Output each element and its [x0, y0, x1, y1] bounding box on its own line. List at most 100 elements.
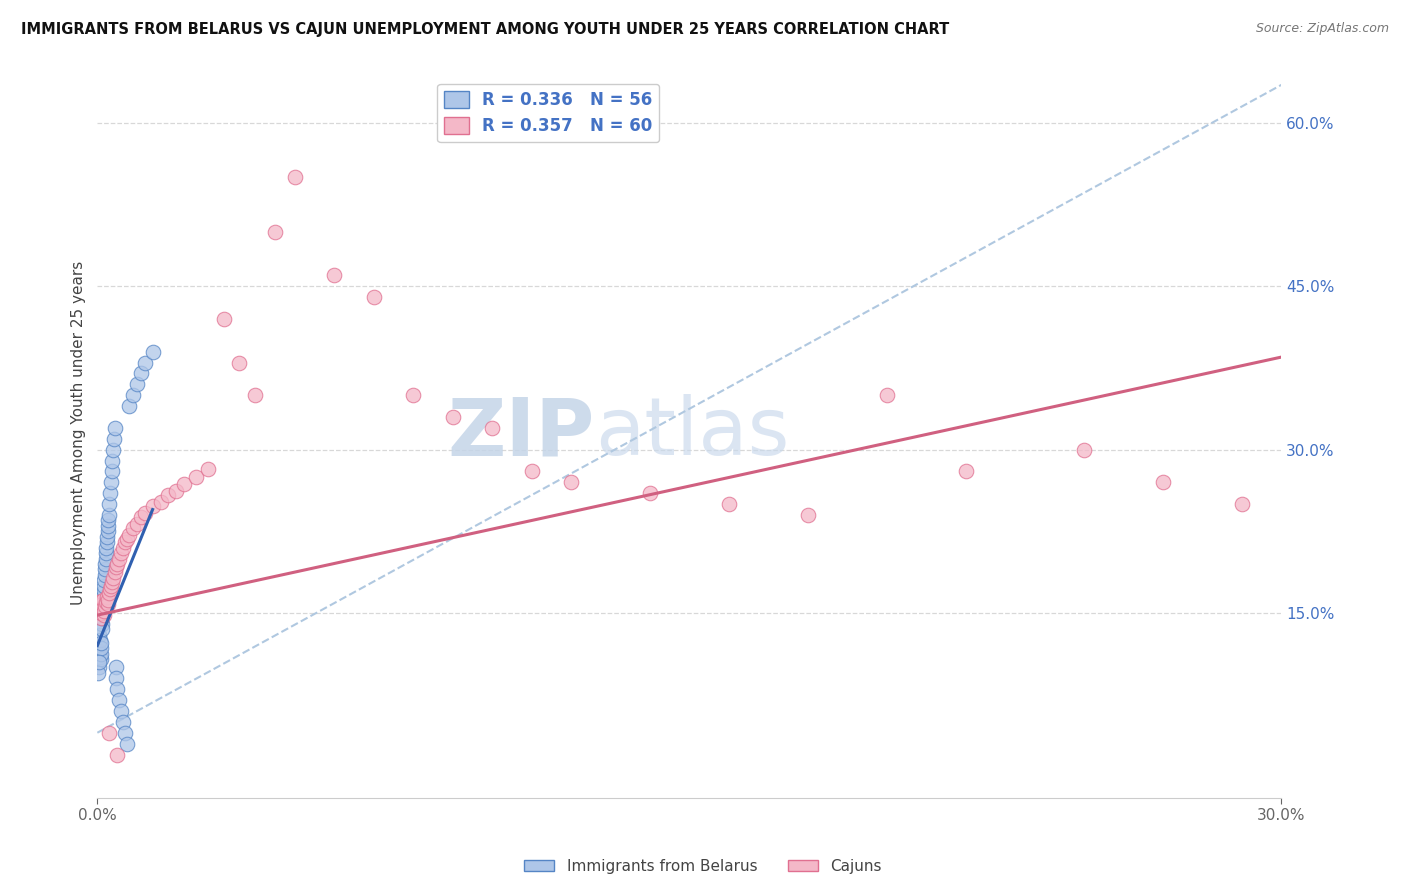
Point	[363, 290, 385, 304]
Point	[91, 593, 114, 607]
Point	[105, 747, 128, 762]
Point	[98, 497, 121, 511]
Point	[105, 682, 128, 697]
Point	[1230, 497, 1253, 511]
Point	[96, 530, 118, 544]
Point	[90, 606, 112, 620]
Point	[93, 579, 115, 593]
Point	[101, 442, 124, 457]
Point	[94, 599, 117, 614]
Point	[100, 579, 122, 593]
Point	[125, 516, 148, 531]
Point	[228, 355, 250, 369]
Point	[91, 600, 114, 615]
Point	[115, 737, 138, 751]
Point	[97, 597, 120, 611]
Point	[125, 377, 148, 392]
Point	[105, 671, 128, 685]
Point	[481, 421, 503, 435]
Legend: R = 0.336   N = 56, R = 0.357   N = 60: R = 0.336 N = 56, R = 0.357 N = 60	[437, 84, 659, 142]
Point	[97, 524, 120, 539]
Point	[94, 567, 117, 582]
Point	[104, 421, 127, 435]
Point	[98, 725, 121, 739]
Point	[87, 628, 110, 642]
Point	[142, 500, 165, 514]
Point	[100, 575, 122, 590]
Point	[876, 388, 898, 402]
Point	[134, 355, 156, 369]
Point	[115, 532, 138, 546]
Point	[93, 584, 115, 599]
Point	[89, 611, 111, 625]
Point	[96, 541, 118, 555]
Point	[797, 508, 820, 522]
Point	[87, 639, 110, 653]
Point	[89, 651, 111, 665]
Point	[89, 644, 111, 658]
Point	[129, 367, 152, 381]
Point	[94, 595, 117, 609]
Point	[105, 560, 128, 574]
Point	[560, 475, 582, 490]
Point	[129, 510, 152, 524]
Point	[91, 590, 114, 604]
Point	[96, 590, 118, 604]
Point	[441, 409, 464, 424]
Point	[520, 464, 543, 478]
Point	[93, 574, 115, 588]
Point	[101, 571, 124, 585]
Point	[134, 506, 156, 520]
Point	[284, 170, 307, 185]
Point	[91, 597, 114, 611]
Point	[94, 546, 117, 560]
Point	[87, 665, 110, 680]
Point	[104, 660, 127, 674]
Point	[157, 488, 180, 502]
Point	[717, 497, 740, 511]
Point	[118, 399, 141, 413]
Point	[101, 453, 124, 467]
Point	[105, 557, 128, 571]
Point	[165, 483, 187, 498]
Point	[1073, 442, 1095, 457]
Point	[323, 268, 346, 283]
Point	[90, 616, 112, 631]
Point	[118, 527, 141, 541]
Point	[1152, 475, 1174, 490]
Point	[142, 344, 165, 359]
Point	[87, 660, 110, 674]
Point	[122, 388, 145, 402]
Point	[111, 714, 134, 729]
Point	[97, 513, 120, 527]
Point	[149, 495, 172, 509]
Point	[100, 475, 122, 490]
Point	[108, 693, 131, 707]
Point	[212, 312, 235, 326]
Point	[97, 508, 120, 522]
Text: atlas: atlas	[595, 394, 789, 472]
Point	[89, 633, 111, 648]
Legend: Immigrants from Belarus, Cajuns: Immigrants from Belarus, Cajuns	[517, 853, 889, 880]
Point	[96, 535, 118, 549]
Text: Source: ZipAtlas.com: Source: ZipAtlas.com	[1256, 22, 1389, 36]
Point	[122, 521, 145, 535]
Point	[114, 725, 136, 739]
Point	[91, 611, 114, 625]
Point	[111, 541, 134, 555]
Point	[114, 535, 136, 549]
Point	[93, 604, 115, 618]
Point	[91, 595, 114, 609]
Point	[245, 388, 267, 402]
Point	[89, 600, 111, 615]
Point	[173, 477, 195, 491]
Point	[97, 519, 120, 533]
Point	[89, 649, 111, 664]
Point	[94, 562, 117, 576]
Point	[955, 464, 977, 478]
Point	[184, 470, 207, 484]
Point	[98, 486, 121, 500]
Point	[90, 640, 112, 655]
Text: ZIP: ZIP	[447, 394, 595, 472]
Point	[91, 606, 114, 620]
